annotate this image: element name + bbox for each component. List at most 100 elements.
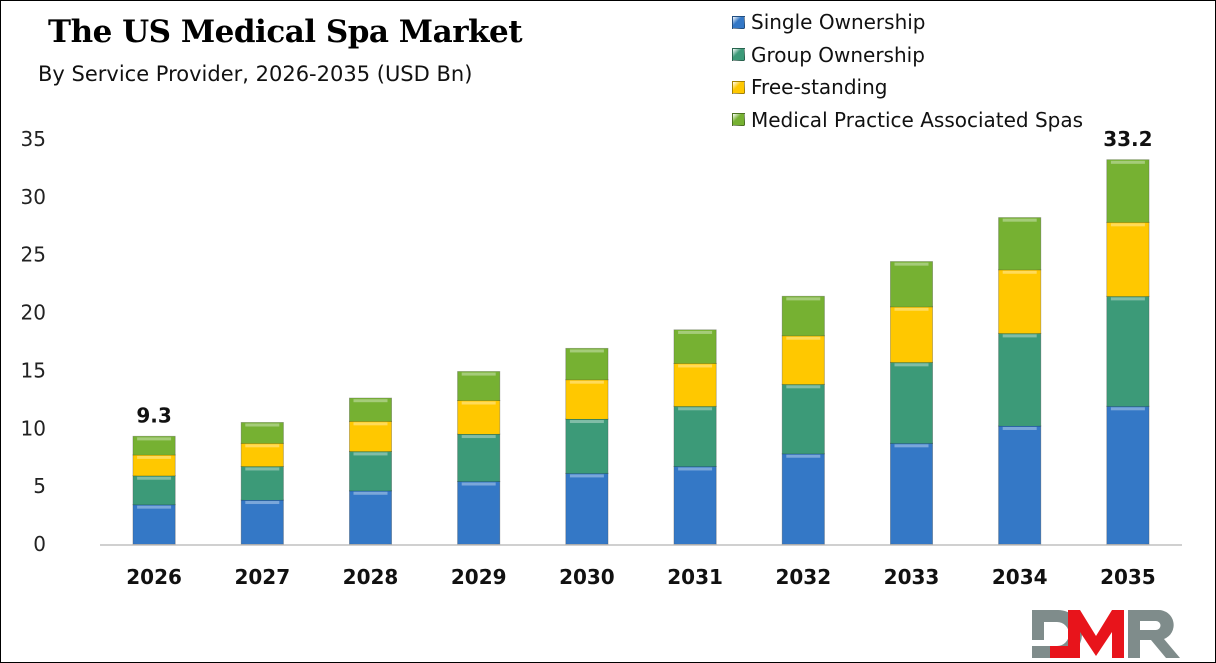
bar-segment-bevel xyxy=(894,444,929,448)
bar-segment-shade xyxy=(674,466,717,544)
bar-segment-shade xyxy=(1106,159,1149,223)
x-tick-label: 2027 xyxy=(234,565,290,589)
bar-segment-bevel xyxy=(461,372,496,376)
bar-segment-shade xyxy=(241,500,284,544)
bar-segment-shade xyxy=(782,335,825,385)
bar-segment-shade xyxy=(349,451,392,491)
bar-segment-bevel xyxy=(1110,223,1145,227)
bar-segment-bevel xyxy=(894,262,929,266)
bar-segment-bevel xyxy=(1110,160,1145,164)
bar-segment-shade xyxy=(133,504,176,544)
bar-segment-shade xyxy=(890,362,933,444)
x-tick-label: 2031 xyxy=(667,565,723,589)
bar-segment-shade xyxy=(998,425,1041,544)
bar-segment-shade xyxy=(241,466,284,501)
legend: Single Ownership Group Ownership Free-stan… xyxy=(732,6,1083,136)
bar-segment-bevel xyxy=(786,336,821,340)
bar-segment-shade xyxy=(241,422,284,444)
bar-segment-bevel xyxy=(569,349,604,353)
legend-label: Single Ownership xyxy=(751,10,926,35)
bar-segment-bevel xyxy=(1002,270,1037,274)
y-tick-label: 15 xyxy=(21,358,46,382)
data-label: 33.2 xyxy=(1103,127,1152,151)
bar-segment-bevel xyxy=(353,452,388,456)
bar-segment-bevel xyxy=(137,476,172,480)
legend-item: Free-standing xyxy=(732,71,1083,104)
bar-segment-bevel xyxy=(894,363,929,367)
chart-subtitle: By Service Provider, 2026-2035 (USD Bn) xyxy=(38,62,473,86)
data-label: 9.3 xyxy=(136,403,171,427)
bar-segment-bevel xyxy=(245,423,280,427)
bar-segment-bevel xyxy=(137,455,172,459)
y-tick-label: 25 xyxy=(21,243,46,267)
bar-segment-bevel xyxy=(461,401,496,405)
bar-segment-bevel xyxy=(786,385,821,389)
legend-swatch-icon xyxy=(732,113,745,127)
bar-segment-shade xyxy=(349,421,392,452)
bar-segment-shade xyxy=(782,296,825,336)
bar-segment-shade xyxy=(782,453,825,544)
bar-segment-bevel xyxy=(786,454,821,458)
bar-segment-shade xyxy=(133,436,176,455)
legend-item: Single Ownership xyxy=(732,6,1083,39)
bar-segment-bevel xyxy=(894,307,929,311)
bar-segment-bevel xyxy=(137,505,172,509)
legend-label: Medical Practice Associated Spas xyxy=(751,107,1084,132)
bar-segment-shade xyxy=(890,443,933,544)
x-tick-label: 2032 xyxy=(775,565,831,589)
legend-swatch-icon xyxy=(732,48,745,62)
bar-segment-bevel xyxy=(245,501,280,505)
y-tick-label: 20 xyxy=(21,301,46,325)
chart-title: The US Medical Spa Market xyxy=(48,14,523,50)
bar-segment-shade xyxy=(674,329,717,364)
bar-segment-shade xyxy=(565,473,608,544)
bar-segment-shade xyxy=(241,443,284,467)
bar-segment-shade xyxy=(565,348,608,380)
bar-segment-bevel xyxy=(353,422,388,426)
x-tick-label: 2026 xyxy=(126,565,182,589)
legend-label: Group Ownership xyxy=(751,42,925,67)
bar-segment-bevel xyxy=(1110,407,1145,411)
legend-swatch-icon xyxy=(732,15,745,29)
legend-label: Free-standing xyxy=(751,75,888,100)
bar-segment-shade xyxy=(890,306,933,363)
bar-segment-bevel xyxy=(1002,334,1037,338)
bar-segment-bevel xyxy=(353,399,388,403)
bar-segment-shade xyxy=(133,454,176,476)
y-tick-label: 35 xyxy=(21,127,46,151)
bar-segment-bevel xyxy=(137,437,172,441)
bar-segment-bevel xyxy=(245,467,280,471)
bar-segment-shade xyxy=(890,261,933,307)
bar-segment-shade xyxy=(674,406,717,467)
bar-segment-shade xyxy=(457,371,500,401)
legend-swatch-icon xyxy=(732,80,745,94)
bar-segment-bevel xyxy=(569,380,604,384)
bar-segment-bevel xyxy=(569,420,604,424)
bar-segment-bevel xyxy=(245,444,280,448)
bar-segment-shade xyxy=(998,217,1041,270)
x-tick-label: 2028 xyxy=(343,565,399,589)
y-tick-label: 30 xyxy=(21,185,46,209)
bar-segment-shade xyxy=(565,379,608,420)
y-tick-label: 0 xyxy=(33,532,46,556)
bar-segment-shade xyxy=(674,363,717,407)
bar-segment-bevel xyxy=(678,330,713,334)
bar-segment-bevel xyxy=(678,364,713,368)
bar-segment-shade xyxy=(998,269,1041,334)
x-tick-label: 2029 xyxy=(451,565,507,589)
bar-segment-bevel xyxy=(461,435,496,439)
bar-segment-bevel xyxy=(461,482,496,486)
bar-segment-bevel xyxy=(1002,426,1037,430)
bar-segment-shade xyxy=(1106,296,1149,407)
x-tick-label: 2034 xyxy=(992,565,1048,589)
x-tick-label: 2030 xyxy=(559,565,615,589)
x-tick-label: 2035 xyxy=(1100,565,1156,589)
bar-segment-shade xyxy=(782,384,825,454)
bar-segment-shade xyxy=(457,481,500,544)
bar-segment-bevel xyxy=(1110,297,1145,301)
bar-segment-shade xyxy=(457,434,500,482)
bar-segment-shade xyxy=(457,400,500,435)
bar-segment-shade xyxy=(1106,222,1149,297)
dmr-logo xyxy=(1032,609,1180,658)
